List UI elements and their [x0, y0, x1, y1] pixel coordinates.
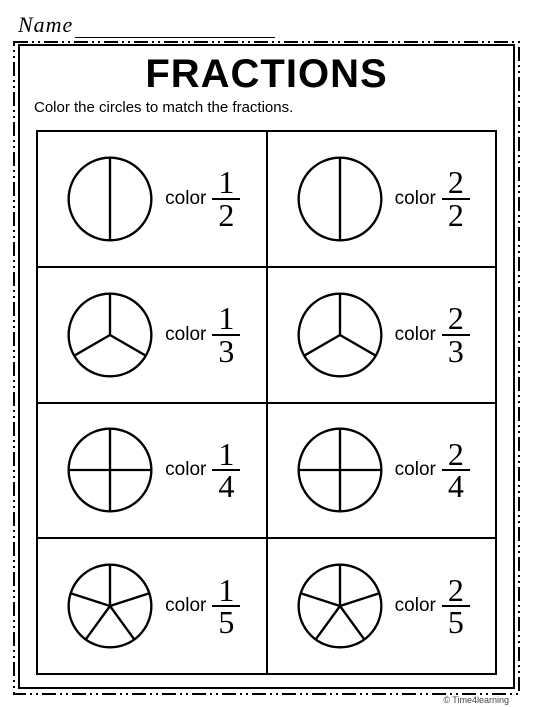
fraction-numerator: 2	[442, 167, 470, 199]
fraction-value: 13	[212, 303, 240, 366]
fraction-denominator: 2	[442, 200, 470, 230]
worksheet-page: Name FRACTIONS Color the circles to matc…	[0, 0, 533, 707]
fraction-value: 15	[212, 575, 240, 638]
fraction-circle[interactable]	[63, 423, 157, 517]
name-label: Name	[18, 12, 73, 38]
fraction-value: 12	[212, 167, 240, 230]
fraction-cell: color 25	[267, 538, 497, 674]
color-word: color	[165, 595, 206, 617]
fraction-denominator: 3	[212, 336, 240, 366]
fraction-denominator: 3	[442, 336, 470, 366]
fraction-circle[interactable]	[293, 423, 387, 517]
fraction-value: 14	[212, 439, 240, 502]
fraction-numerator: 2	[442, 575, 470, 607]
fraction-value: 22	[442, 167, 470, 230]
fraction-label: color 14	[165, 439, 240, 502]
fraction-numerator: 1	[212, 167, 240, 199]
name-row: Name	[18, 12, 515, 38]
fraction-circle[interactable]	[293, 288, 387, 382]
fraction-numerator: 1	[212, 575, 240, 607]
fraction-label: color 25	[395, 575, 470, 638]
fraction-value: 25	[442, 575, 470, 638]
fraction-denominator: 5	[442, 607, 470, 637]
content-box: FRACTIONS Color the circles to match the…	[18, 44, 515, 689]
color-word: color	[395, 595, 436, 617]
fraction-label: color 24	[395, 439, 470, 502]
fraction-value: 24	[442, 439, 470, 502]
fraction-denominator: 4	[212, 471, 240, 501]
fraction-cell: color 13	[37, 267, 267, 403]
instruction-text: Color the circles to match the fractions…	[20, 97, 513, 122]
fraction-circle[interactable]	[63, 288, 157, 382]
fraction-label: color 15	[165, 575, 240, 638]
fraction-cell: color 24	[267, 403, 497, 539]
fraction-denominator: 5	[212, 607, 240, 637]
fraction-label: color 13	[165, 303, 240, 366]
color-word: color	[165, 188, 206, 210]
fraction-cell: color 23	[267, 267, 497, 403]
fraction-label: color 23	[395, 303, 470, 366]
worksheet-title: FRACTIONS	[20, 46, 513, 97]
color-word: color	[165, 459, 206, 481]
fraction-circle[interactable]	[63, 559, 157, 653]
fraction-cell: color 22	[267, 131, 497, 267]
fraction-numerator: 1	[212, 439, 240, 471]
color-word: color	[165, 324, 206, 346]
fraction-grid: color12color22color13color23color14color…	[36, 130, 497, 675]
fraction-label: color 12	[165, 167, 240, 230]
fraction-numerator: 2	[442, 439, 470, 471]
fraction-denominator: 4	[442, 471, 470, 501]
fraction-numerator: 2	[442, 303, 470, 335]
fraction-cell: color 14	[37, 403, 267, 539]
fraction-numerator: 1	[212, 303, 240, 335]
name-input-line[interactable]	[75, 18, 275, 38]
fraction-cell: color 15	[37, 538, 267, 674]
color-word: color	[395, 188, 436, 210]
fraction-circle[interactable]	[293, 559, 387, 653]
fraction-circle[interactable]	[293, 152, 387, 246]
fraction-value: 23	[442, 303, 470, 366]
color-word: color	[395, 324, 436, 346]
fraction-label: color 22	[395, 167, 470, 230]
fraction-denominator: 2	[212, 200, 240, 230]
fraction-cell: color 12	[37, 131, 267, 267]
footer-credit: © Time4learning	[443, 695, 509, 705]
fraction-circle[interactable]	[63, 152, 157, 246]
color-word: color	[395, 459, 436, 481]
